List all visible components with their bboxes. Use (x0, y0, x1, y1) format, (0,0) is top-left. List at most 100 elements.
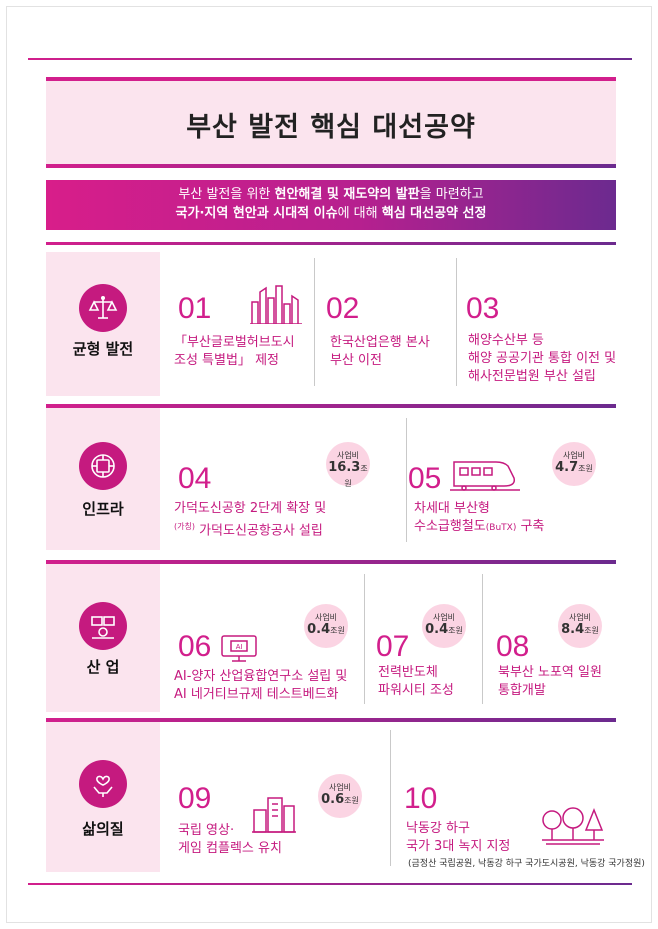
item-number: 09 (178, 782, 212, 815)
desc-line: 해사전문법원 부산 설립 (468, 369, 596, 384)
item-number: 04 (178, 462, 212, 495)
budget-unit: 조원 (584, 626, 599, 635)
page-title: 부산 발전 핵심 대선공약 (186, 112, 476, 143)
desc-line: 북부산 노포역 일원 (498, 665, 602, 680)
intro-banner: 부산 발전을 위한 현안해결 및 재도약의 발판을 마련하고 국가·지역 현안과… (46, 180, 616, 230)
category-label: 인프라 (82, 500, 124, 518)
budget-amount: 0.4 (425, 622, 449, 637)
desc-line: 국가 3대 녹지 지정 (406, 839, 511, 854)
budget-value: 0.6조원 (318, 793, 362, 808)
desc-line: 국립 영상· (178, 823, 235, 838)
train-icon (450, 458, 520, 498)
item-number: 01 (178, 292, 212, 325)
city-skyline-icon (250, 284, 302, 328)
divider (314, 258, 315, 386)
budget-value: 8.4조원 (558, 623, 602, 638)
item-description: 국립 영상· 게임 컴플렉스 유치 (178, 822, 282, 858)
wellbeing-icon (79, 760, 127, 808)
banner-highlight: 현안해결 및 재도약의 발판 (274, 187, 420, 202)
item-number: 06 (178, 630, 212, 663)
budget-amount: 4.7 (555, 460, 579, 475)
banner-highlight: 핵심 대선공약 선정 (381, 206, 487, 221)
budget-label: 사업비 (568, 613, 592, 622)
section-quality-of-life: 삶의질 사업비 0.6조원 09 국립 영상· 게임 컴플렉스 유치 10 낙동… (46, 718, 645, 872)
budget-badge: 사업비 16.3조원 (326, 442, 370, 488)
divider (390, 730, 391, 866)
banner-text: 에 대해 (337, 206, 382, 221)
park-trees-icon (540, 806, 606, 850)
title-box: 부산 발전 핵심 대선공약 (46, 77, 616, 168)
buildings-icon (252, 794, 296, 838)
item-number: 05 (408, 462, 442, 495)
banner-line-1: 부산 발전을 위한 현안해결 및 재도약의 발판을 마련하고 (46, 185, 616, 204)
banner-underline (46, 242, 616, 245)
divider (364, 574, 365, 704)
budget-amount: 8.4 (561, 622, 585, 637)
item-number: 07 (376, 630, 410, 663)
item-number: 02 (326, 292, 360, 325)
budget-value: 0.4조원 (422, 623, 466, 638)
ai-monitor-icon: AI (220, 634, 258, 668)
category-label: 삶의질 (82, 820, 124, 838)
budget-unit: 조원 (330, 626, 345, 635)
divider (456, 258, 457, 386)
scale-icon (79, 284, 127, 332)
item-description: 가덕도신공항 2단계 확장 및 (가칭) 가덕도신공항공사 설립 (174, 500, 326, 540)
banner-highlight: 국가·지역 현안과 시대적 이슈 (175, 206, 338, 221)
item-number: 03 (466, 292, 500, 325)
desc-line: 해양수산부 등 (468, 333, 544, 348)
desc-line: 차세대 부산형 (414, 501, 490, 516)
desc-line: 부산 이전 (330, 353, 382, 368)
banner-text: 을 마련하고 (419, 187, 484, 202)
desc-line: 가덕도신공항 2단계 확장 및 (174, 501, 327, 516)
budget-label: 사업비 (432, 613, 456, 622)
budget-label: 사업비 (314, 613, 338, 622)
desc-line: AI 네거티브규제 테스트베드화 (174, 687, 339, 702)
desc-line: 「부산글로벌허브도시 (174, 335, 295, 350)
budget-badge: 사업비 0.4조원 (304, 604, 348, 648)
budget-amount: 0.6 (321, 792, 345, 807)
category-panel: 균형 발전 (46, 252, 160, 396)
section-rule (46, 718, 616, 722)
title-underline (46, 164, 616, 168)
desc-text: 가덕도신공항공사 설립 (194, 523, 323, 539)
desc-line: 전력반도체 (378, 665, 438, 680)
category-panel: 삶의질 (46, 722, 160, 872)
budget-badge: 사업비 0.4조원 (422, 604, 466, 648)
budget-label: 사업비 (562, 451, 586, 460)
divider (482, 574, 483, 704)
item-description: 한국산업은행 본사 부산 이전 (330, 334, 430, 370)
desc-line: 낙동강 하구 (406, 821, 470, 836)
item-description: 「부산글로벌허브도시 조성 특별법」 제정 (174, 334, 295, 370)
desc-small: (BuTX) (485, 523, 517, 533)
desc-line: AI-양자 산업융합연구소 설립 및 (174, 669, 348, 684)
budget-badge: 사업비 4.7조원 (552, 442, 596, 486)
desc-prefix: (가칭) (174, 522, 195, 531)
bottom-rule (28, 883, 632, 885)
section-rule (46, 560, 616, 564)
industry-icon (79, 602, 127, 650)
section-industry: 산 업 사업비 0.4조원 06 AI AI-양자 산업융합연구소 설립 및 A… (46, 560, 616, 712)
infrastructure-icon (79, 442, 127, 490)
desc-line: 한국산업은행 본사 (330, 335, 430, 350)
budget-label: 사업비 (328, 783, 352, 792)
item-description: 해양수산부 등 해양 공공기관 통합 이전 및 해사전문법원 부산 설립 (468, 332, 616, 386)
item-description: 전력반도체 파워시티 조성 (378, 664, 454, 700)
item-number: 08 (496, 630, 530, 663)
budget-unit: 조원 (344, 464, 368, 488)
desc-line: 통합개발 (498, 683, 546, 698)
section-rule (46, 404, 616, 408)
budget-value: 0.4조원 (304, 623, 348, 638)
desc-text: 수소급행철도 (414, 519, 486, 534)
banner-line-2: 국가·지역 현안과 시대적 이슈에 대해 핵심 대선공약 선정 (46, 204, 616, 223)
item-description: AI-양자 산업융합연구소 설립 및 AI 네거티브규제 테스트베드화 (174, 668, 347, 704)
page-frame (6, 6, 652, 923)
budget-badge: 사업비 8.4조원 (558, 604, 602, 648)
category-panel: 인프라 (46, 408, 160, 550)
divider (406, 418, 407, 542)
budget-unit: 조원 (578, 464, 593, 473)
item-number: 10 (404, 782, 438, 815)
budget-label: 사업비 (336, 451, 360, 460)
category-label: 균형 발전 (72, 340, 134, 358)
item-description: 낙동강 하구 국가 3대 녹지 지정 (406, 820, 510, 856)
